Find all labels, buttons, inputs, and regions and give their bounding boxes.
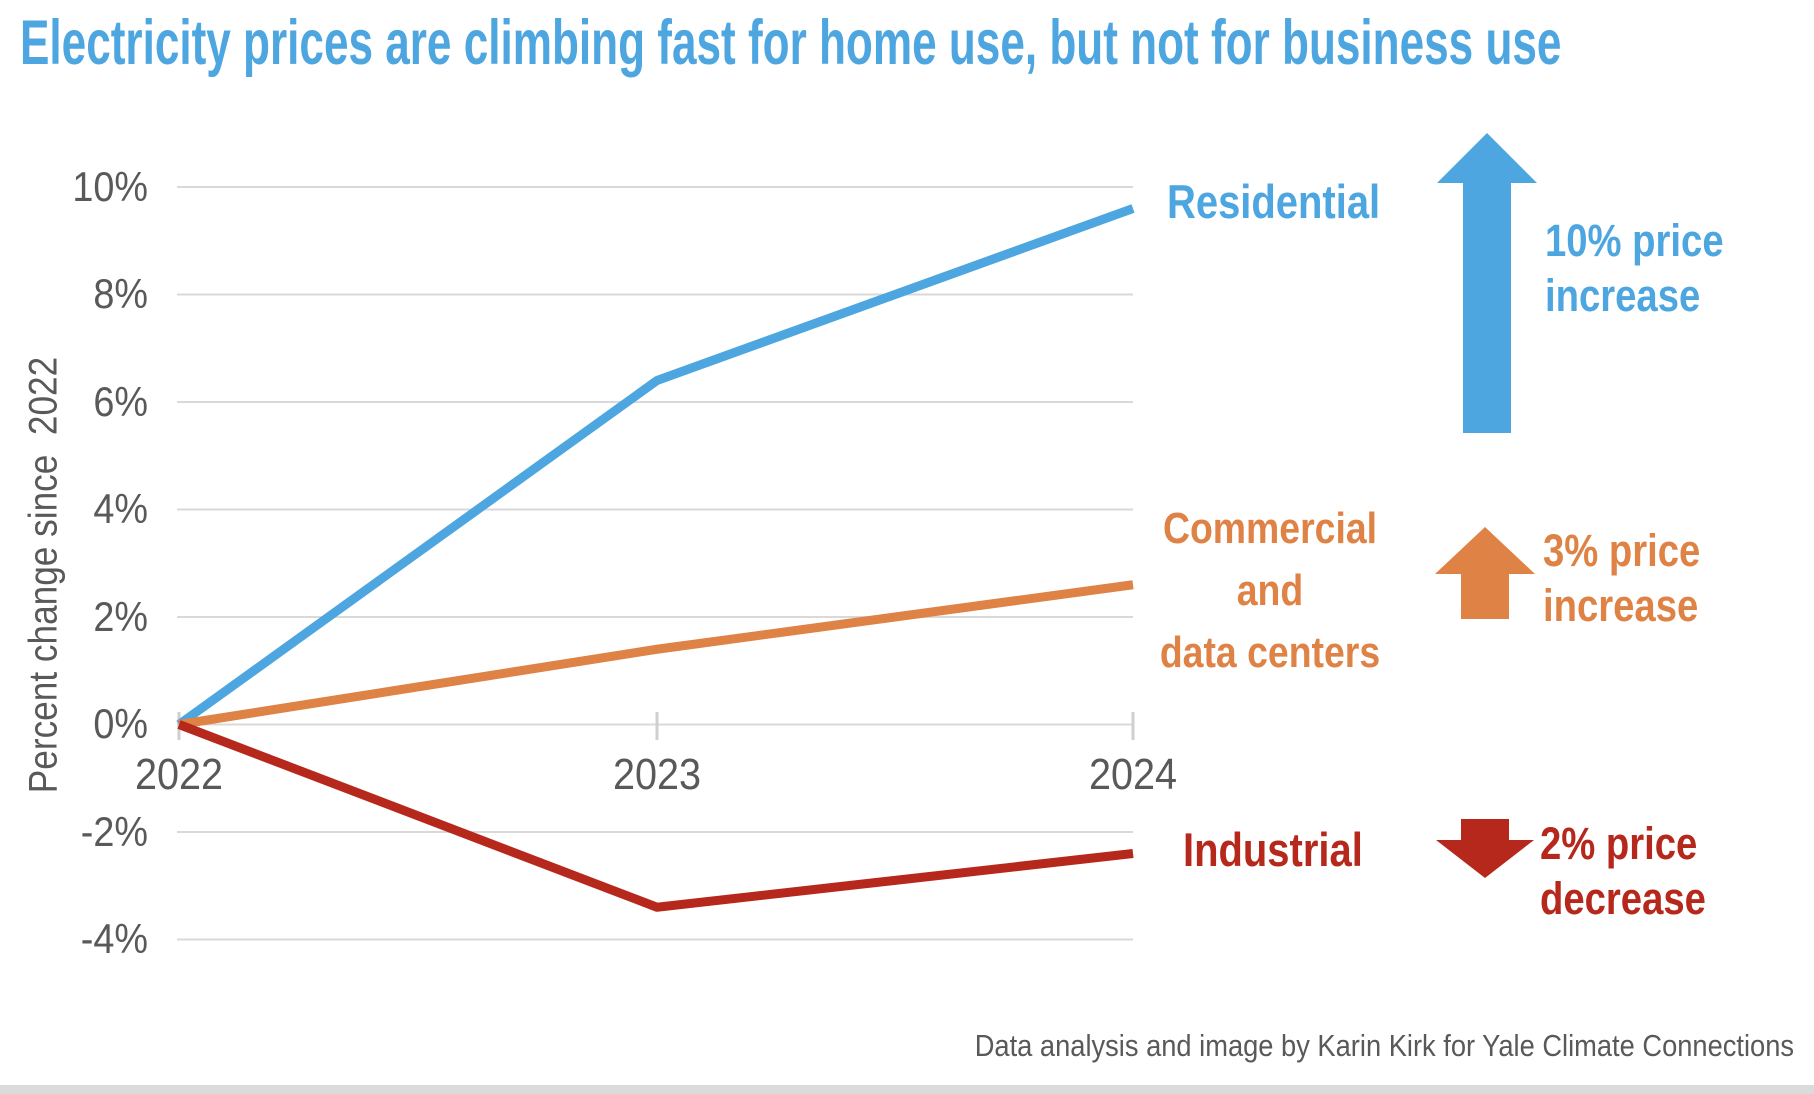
x-tick-label: 2024: [1088, 750, 1178, 799]
annotation-industrial-line1: 2% price: [1540, 818, 1698, 869]
series-label-commercial-line3: data centers: [1159, 628, 1381, 677]
up-arrow-icon: [1437, 133, 1537, 433]
annotation-industrial: 2% price decrease: [1540, 816, 1706, 926]
series-line-residential: [176, 204, 1135, 729]
y-tick-label: 8%: [93, 270, 148, 317]
series-line-industrial: [177, 720, 1134, 912]
series-label-residential: Residential: [1167, 175, 1381, 228]
y-tick-label: 10%: [72, 163, 148, 210]
x-tick-label: 2023: [612, 750, 702, 799]
page-title: Electricity prices are climbing fast for…: [20, 8, 1562, 78]
series-label-industrial: Industrial: [1183, 823, 1363, 876]
up-arrow-icon: [1435, 527, 1535, 619]
annotation-commercial-line1: 3% price: [1543, 525, 1701, 576]
y-tick-label: 2%: [93, 593, 148, 640]
series-line-commercial-and-data-centers: [178, 580, 1134, 729]
annotation-residential: 10% price increase: [1545, 213, 1724, 323]
annotation-residential-line1: 10% price: [1545, 215, 1724, 266]
y-tick-label: 6%: [93, 378, 148, 425]
footer-credit: Data analysis and image by Karin Kirk fo…: [974, 1028, 1794, 1063]
annotation-residential-line2: increase: [1545, 270, 1701, 321]
y-tick-label: 0%: [93, 700, 148, 747]
annotation-commercial: 3% price increase: [1543, 523, 1700, 633]
bottom-edge-strip: [0, 1085, 1814, 1094]
y-tick-label: -4%: [80, 915, 148, 962]
y-tick-label: 4%: [93, 485, 148, 532]
y-tick-label: -2%: [80, 808, 148, 855]
x-tick-label: 2022: [134, 750, 224, 799]
down-arrow-icon: [1436, 819, 1534, 878]
series-label-commercial-line2: and: [1236, 566, 1304, 615]
annotation-commercial-line2: increase: [1543, 580, 1699, 631]
annotation-industrial-line2: decrease: [1540, 873, 1706, 924]
series-label-commercial-line1: Commercial: [1162, 504, 1378, 553]
series-label-commercial: Commercial and data centers: [1160, 498, 1381, 684]
